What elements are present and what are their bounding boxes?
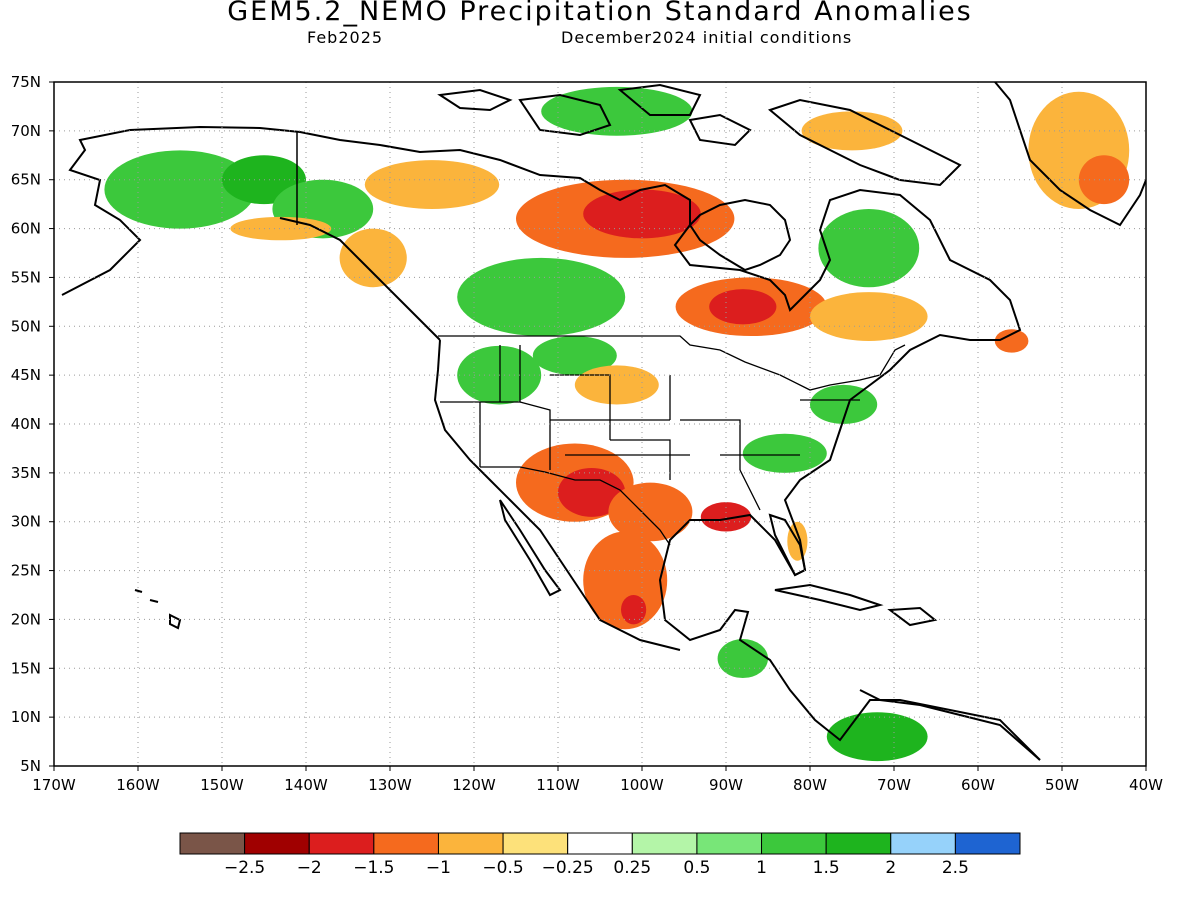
latitude-labels: 75N 70N 65N 60N 55N 50N 45N 40N 35N 30N 25N 20N 15N 1… [11, 73, 54, 775]
lon-tick-label: 140W [284, 776, 328, 794]
lat-tick-label: 65N [11, 171, 41, 189]
lat-tick-label: 40N [11, 415, 41, 433]
lon-tick-label: 160W [116, 776, 160, 794]
anomaly-region-northeast-us [810, 384, 878, 425]
lat-tick-label: 30N [11, 513, 41, 531]
colorbar-label: −2 [297, 858, 322, 878]
colorbar-label: 1 [756, 858, 767, 878]
colorbar-swatch [179, 832, 246, 855]
colorbar-label: 0.25 [613, 858, 651, 878]
anomaly-region-nw-territories [364, 160, 500, 210]
colorbar-swatch [825, 832, 892, 855]
anomaly-region-mexico [583, 531, 668, 630]
initial-conditions-label: December2024 initial conditions [561, 28, 853, 47]
lon-tick-label: 70W [877, 776, 911, 794]
colorbar-swatch [373, 832, 439, 855]
lat-tick-label: 10N [11, 708, 41, 726]
lat-tick-label: 70N [11, 122, 41, 140]
colorbar-label: −0.25 [542, 858, 594, 878]
colorbar-swatch [502, 832, 569, 855]
lon-tick-label: 110W [536, 776, 580, 794]
colorbar-swatch [954, 832, 1021, 855]
colorbar-label: 2 [885, 858, 896, 878]
longitude-labels: 170W 160W 150W 140W 130W 120W 110W 100W 90W 80W 70… [32, 766, 1163, 794]
anomaly-region-alaska-west [104, 150, 256, 229]
lat-tick-label: 50N [11, 317, 41, 335]
colorbar-label: 0.5 [683, 858, 710, 878]
lat-tick-label: 35N [11, 464, 41, 482]
anomaly-region-ohio-valley [742, 433, 827, 473]
lat-tick-label: 75N [11, 73, 41, 91]
colorbar-swatch [696, 832, 763, 855]
colorbar-label: −1 [426, 858, 451, 878]
lat-tick-label: 45N [11, 366, 41, 384]
colorbar-label: 1.5 [813, 858, 840, 878]
lon-tick-label: 150W [200, 776, 244, 794]
valid-month-label: Feb2025 [307, 28, 384, 47]
anomaly-region-canadian-arctic [541, 86, 693, 136]
lon-tick-label: 50W [1045, 776, 1079, 794]
colorbar: −2.5 −2 −1.5 −1 −0.5 −0.25 0.25 0.5 1 1.5 2 2.5 [179, 832, 1021, 878]
political-borders [438, 335, 906, 546]
anomaly-region-prairies [457, 257, 626, 337]
anomaly-region-quebec-south [810, 292, 928, 341]
lon-tick-label: 90W [709, 776, 743, 794]
lat-tick-label: 5N [20, 757, 41, 775]
lat-tick-label: 20N [11, 610, 41, 628]
colorbar-swatch [761, 832, 827, 855]
lon-tick-label: 80W [793, 776, 827, 794]
colorbar-swatch [631, 832, 698, 855]
lat-tick-label: 55N [11, 268, 41, 286]
lat-tick-label: 60N [11, 220, 41, 238]
anomaly-region-texas [608, 482, 693, 542]
chart-title: GEM5.2_NEMO Precipitation Standard Anoma… [227, 0, 973, 27]
anomaly-region-newfoundland [994, 329, 1029, 353]
lon-tick-label: 120W [452, 776, 496, 794]
anomaly-region-baffin-island [801, 111, 903, 151]
anomaly-region-gulf-coast [700, 502, 752, 532]
lon-tick-label: 60W [961, 776, 995, 794]
colorbar-swatch [244, 832, 310, 855]
colorbar-label: −2.5 [224, 858, 265, 878]
anomaly-region-great-plains-north [574, 365, 659, 405]
anomaly-region-mexico-core [621, 595, 647, 625]
lon-tick-label: 130W [368, 776, 412, 794]
colorbar-swatch [567, 832, 633, 855]
anomaly-region-quebec-north [818, 209, 920, 288]
colorbar-label: −1.5 [353, 858, 394, 878]
colorbar-swatch [890, 832, 956, 855]
lon-tick-label: 100W [620, 776, 664, 794]
lon-tick-label: 40W [1129, 776, 1163, 794]
anomaly-region-ontario-north-core [709, 289, 777, 325]
anomaly-region-central-america [717, 638, 768, 679]
graticule [54, 82, 1146, 766]
lat-tick-label: 15N [11, 659, 41, 677]
anomaly-region-bc-coast [339, 228, 407, 288]
anomaly-region-hudson-west-core [583, 189, 701, 239]
colorbar-swatch [308, 832, 375, 855]
coastlines [61, 82, 1146, 761]
colorbar-swatch [437, 832, 504, 855]
colorbar-label: 2.5 [942, 858, 969, 878]
lon-tick-label: 170W [32, 776, 76, 794]
colorbar-label: −0.5 [482, 858, 523, 878]
lat-tick-label: 25N [11, 562, 41, 580]
anomaly-region-montana [532, 336, 617, 376]
